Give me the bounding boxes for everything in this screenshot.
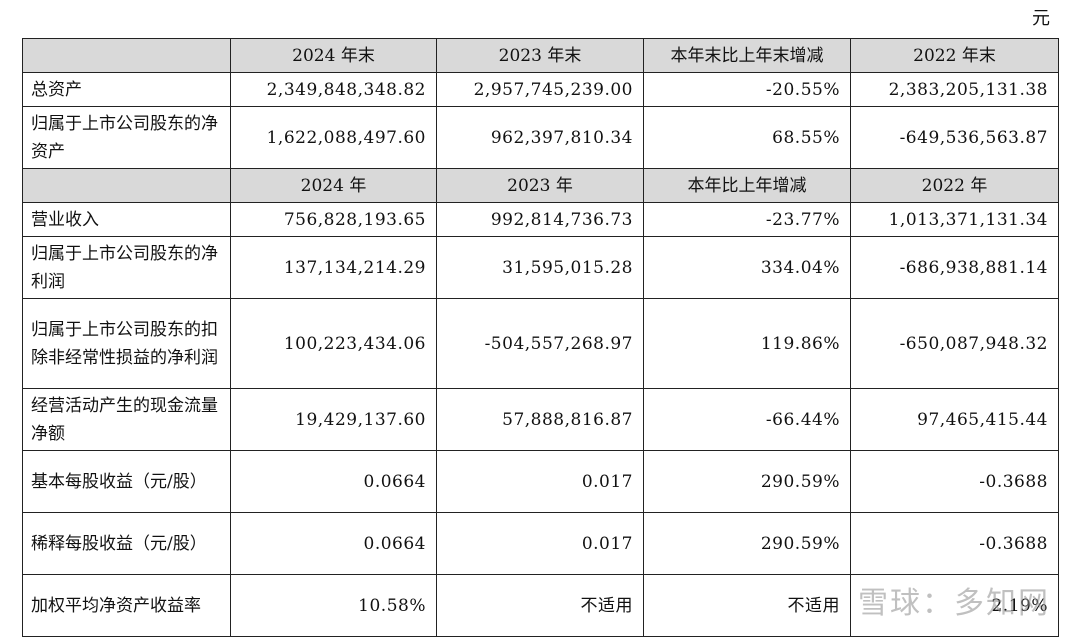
value-cell: 290.59% xyxy=(643,450,851,513)
row-label: 归属于上市公司股东的扣除非经常性损益的净利润 xyxy=(22,298,231,389)
value-cell: 97,465,415.44 xyxy=(850,388,1059,451)
value-cell: 1,622,088,497.60 xyxy=(230,106,437,169)
row-label: 基本每股收益（元/股） xyxy=(22,450,231,513)
header-cell: 本年比上年增减 xyxy=(643,168,851,203)
value-cell: 不适用 xyxy=(643,574,851,637)
value-cell: 0.017 xyxy=(436,512,644,575)
value-cell: 137,134,214.29 xyxy=(230,236,437,299)
table-row: 总资产 2,349,848,348.82 2,957,745,239.00 -2… xyxy=(22,72,1059,107)
header-cell: 2023 年 xyxy=(436,168,644,203)
value-cell: 2,957,745,239.00 xyxy=(436,72,644,107)
row-label: 稀释每股收益（元/股） xyxy=(22,512,231,575)
header-cell: 2023 年末 xyxy=(436,38,644,73)
value-cell: 0.0664 xyxy=(230,512,437,575)
value-cell: -650,087,948.32 xyxy=(850,298,1059,389)
table-row: 基本每股收益（元/股） 0.0664 0.017 290.59% -0.3688 xyxy=(22,450,1059,513)
value-cell: 119.86% xyxy=(643,298,851,389)
value-cell: 0.017 xyxy=(436,450,644,513)
value-cell: 2,383,205,131.38 xyxy=(850,72,1059,107)
header-cell: 2022 年 xyxy=(850,168,1059,203)
value-cell: 68.55% xyxy=(643,106,851,169)
value-cell: 962,397,810.34 xyxy=(436,106,644,169)
value-cell: -0.3688 xyxy=(850,450,1059,513)
value-cell: 57,888,816.87 xyxy=(436,388,644,451)
table-row: 加权平均净资产收益率 10.58% 不适用 不适用 2.19% xyxy=(22,574,1059,637)
value-cell: 31,595,015.28 xyxy=(436,236,644,299)
row-label: 经营活动产生的现金流量净额 xyxy=(22,388,231,451)
value-cell: -686,938,881.14 xyxy=(850,236,1059,299)
header-cell xyxy=(22,38,231,73)
value-cell: 2.19% xyxy=(850,574,1059,637)
value-cell: -649,536,563.87 xyxy=(850,106,1059,169)
value-cell: -504,557,268.97 xyxy=(436,298,644,389)
table-row: 经营活动产生的现金流量净额 19,429,137.60 57,888,816.8… xyxy=(22,388,1059,451)
value-cell: -23.77% xyxy=(643,202,851,237)
watermark: 雪球：多知网 xyxy=(858,586,1050,621)
row-label: 归属于上市公司股东的净利润 xyxy=(22,236,231,299)
table-row: 营业收入 756,828,193.65 992,814,736.73 -23.7… xyxy=(22,202,1059,237)
financial-table: 2024 年末 2023 年末 本年末比上年末增减 2022 年末 总资产 2,… xyxy=(22,38,1059,637)
row-label: 加权平均净资产收益率 xyxy=(22,574,231,637)
table-row: 稀释每股收益（元/股） 0.0664 0.017 290.59% -0.3688 xyxy=(22,512,1059,575)
row-label: 总资产 xyxy=(22,72,231,107)
unit-label: 元 xyxy=(1032,8,1050,29)
value-cell: 19,429,137.60 xyxy=(230,388,437,451)
value-cell: -0.3688 xyxy=(850,512,1059,575)
row-label: 归属于上市公司股东的净资产 xyxy=(22,106,231,169)
value-cell: 1,013,371,131.34 xyxy=(850,202,1059,237)
value-cell: 2,349,848,348.82 xyxy=(230,72,437,107)
row-label: 营业收入 xyxy=(22,202,231,237)
value-cell: 992,814,736.73 xyxy=(436,202,644,237)
table-row: 归属于上市公司股东的净利润 137,134,214.29 31,595,015.… xyxy=(22,236,1059,299)
table-row: 归属于上市公司股东的净资产 1,622,088,497.60 962,397,8… xyxy=(22,106,1059,169)
value-cell: 756,828,193.65 xyxy=(230,202,437,237)
value-cell: 290.59% xyxy=(643,512,851,575)
value-cell: 不适用 xyxy=(436,574,644,637)
value-cell: 10.58% xyxy=(230,574,437,637)
value-cell: 100,223,434.06 xyxy=(230,298,437,389)
value-cell: -66.44% xyxy=(643,388,851,451)
table-row: 归属于上市公司股东的扣除非经常性损益的净利润 100,223,434.06 -5… xyxy=(22,298,1059,389)
value-cell: 0.0664 xyxy=(230,450,437,513)
header-cell xyxy=(22,168,231,203)
header-cell: 2024 年末 xyxy=(230,38,437,73)
value-cell: -20.55% xyxy=(643,72,851,107)
header-row-year-end: 2024 年末 2023 年末 本年末比上年末增减 2022 年末 xyxy=(22,38,1059,73)
header-cell: 本年末比上年末增减 xyxy=(643,38,851,73)
header-cell: 2022 年末 xyxy=(850,38,1059,73)
value-cell: 334.04% xyxy=(643,236,851,299)
header-cell: 2024 年 xyxy=(230,168,437,203)
header-row-year: 2024 年 2023 年 本年比上年增减 2022 年 xyxy=(22,168,1059,203)
